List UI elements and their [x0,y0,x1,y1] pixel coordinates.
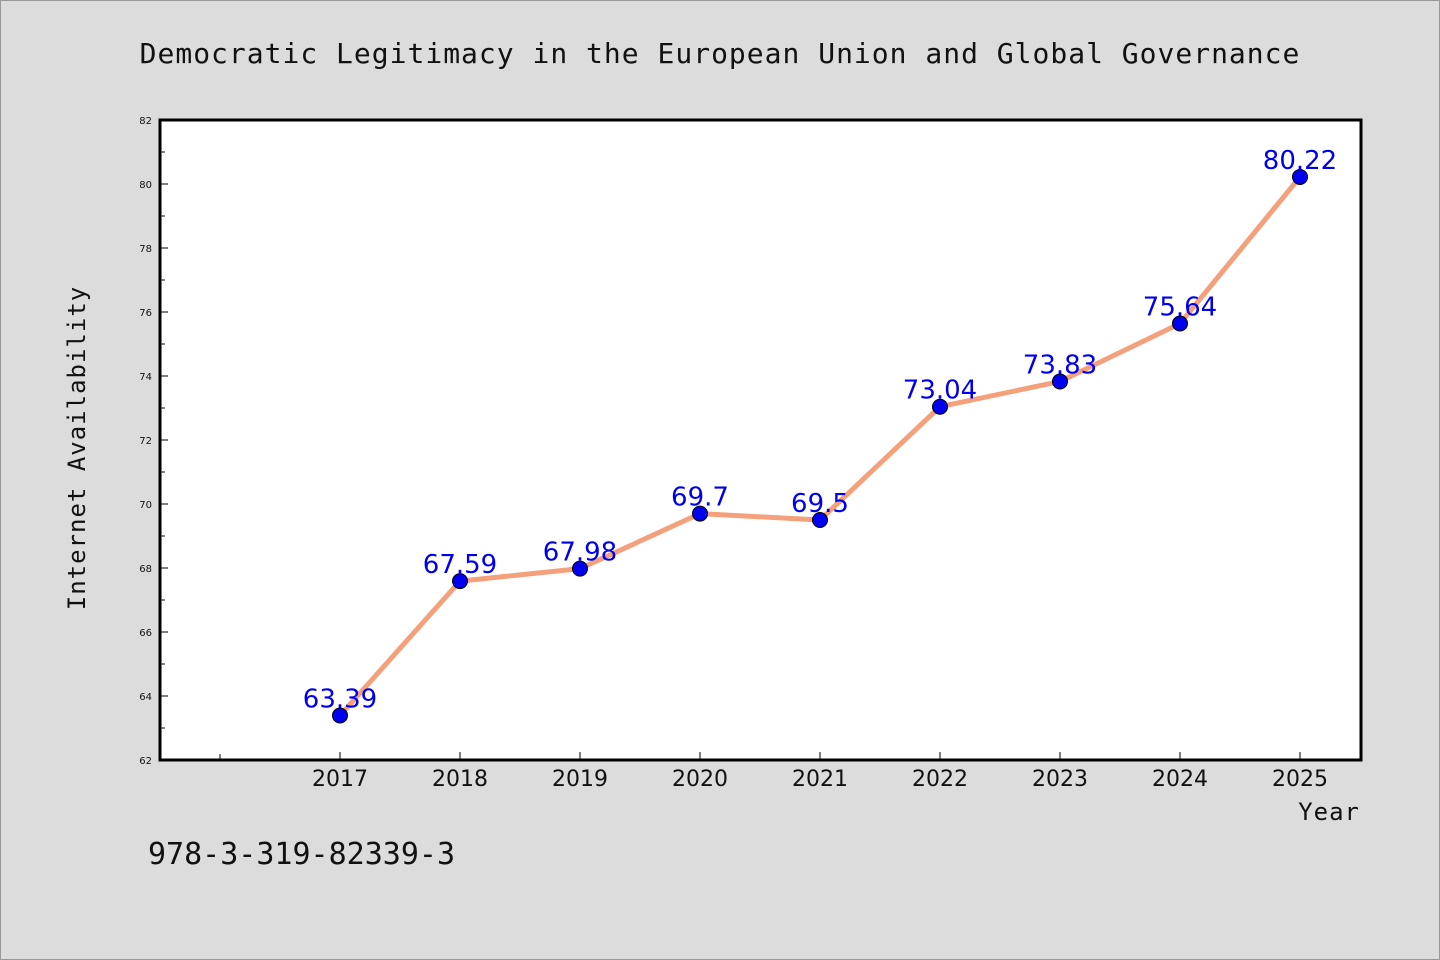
plot-area [158,118,1363,762]
data-label: 67.98 [543,538,617,568]
data-point [932,398,948,415]
data-point [1292,168,1308,185]
x-tick-label: 2019 [552,767,608,792]
y-tick-label: 72 [139,436,152,447]
y-axis: 62 64 66 68 70 72 74 76 78 80 82 [139,116,168,767]
y-axis-label: Internet Availability [63,286,91,610]
series-markers [332,168,1308,724]
data-label: 80.22 [1263,146,1337,176]
y-tick-label: 74 [139,372,152,383]
y-tick-label: 80 [139,180,152,191]
data-point [1172,315,1188,332]
data-point [812,512,828,528]
x-tick-label: 2023 [1032,767,1088,792]
data-point [692,505,708,522]
data-label: 75.64 [1143,293,1217,323]
y-tick-label: 76 [139,308,152,319]
y-tick-label: 82 [139,116,152,127]
data-point [452,573,468,590]
chart-title: Democratic Legitimacy in the European Un… [140,37,1301,70]
data-point [572,560,588,577]
data-point [332,707,348,724]
data-label: 69.7 [671,483,729,513]
x-tick-label: 2025 [1272,767,1328,792]
y-tick-label: 66 [139,628,152,639]
x-tick-label: 2024 [1152,767,1208,792]
data-labels: 63.39 67.59 67.98 69.7 69.5 73.04 73.83 75.64 80… [303,146,1337,715]
x-tick-label: 2017 [312,767,368,792]
y-tick-label: 68 [139,564,152,575]
y-tick-label: 70 [139,500,152,511]
data-label: 69.5 [791,489,849,519]
x-tick-label: 2022 [912,767,968,792]
data-label: 63.39 [303,685,377,715]
data-label: 73.83 [1023,350,1097,380]
data-label: 67.59 [423,550,497,580]
x-axis-label: Year [1298,798,1360,826]
x-tick-label: 2018 [432,767,488,792]
y-tick-label: 64 [139,692,152,703]
x-tick-label: 2021 [792,767,848,792]
data-point [1052,373,1068,390]
isbn-footer: 978-3-319-82339-3 [148,837,455,872]
x-axis: 2017 2018 2019 2020 2021 2022 2023 2024 2025 [219,752,1328,792]
x-tick-label: 2020 [672,767,728,792]
y-tick-label: 78 [139,244,152,255]
y-tick-label: 62 [139,756,152,767]
data-label: 73.04 [903,376,977,406]
